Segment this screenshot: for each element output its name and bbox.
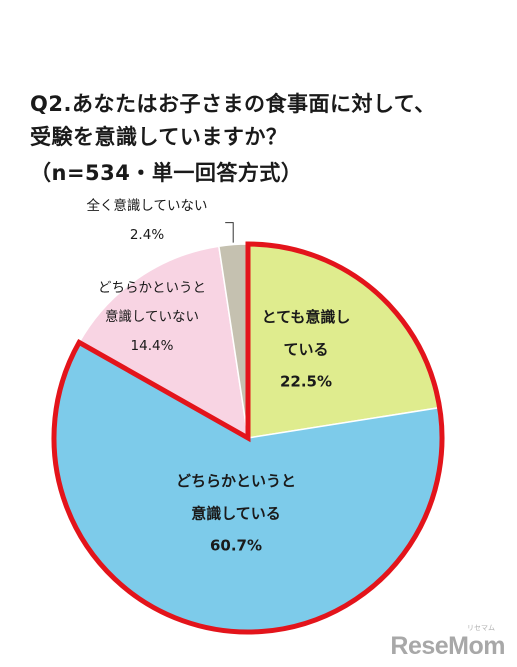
slice-somewhat-not-conscious [78,245,249,440]
chart-title-line-2: 受験を意識していますか？ [30,125,288,149]
slice-very-conscious [247,243,441,439]
slice-category-label-1-1: 意識している [191,504,281,522]
chart-title-line-3: （n=534・単一回答方式） [30,161,303,185]
leader-line [225,222,234,243]
slice-value-label-3: 2.4% [130,227,164,243]
slice-value-label-0: 22.5% [280,373,332,391]
slice-value-label-1: 60.7% [210,537,262,555]
slice-value-label-2: 14.4% [131,338,174,354]
slice-category-label-1-0: どちらかというと [176,472,296,490]
slice-category-label-2-1: 意識していない [105,308,199,325]
resemom-logo: ReseMom [390,632,505,660]
slice-category-label-0-1: ている [283,340,328,358]
chart-title-line-1: Q2.あなたはお子さまの食事面に対して、 [30,92,436,116]
highlight-outline [51,241,445,635]
slice-category-label-2-0: どちらかというと [98,280,206,296]
slice-category-label-3-0: 全く意識していない [86,197,207,214]
logo-subtext: リセマム [467,624,495,632]
slice-category-label-0-0: とても意識し [262,308,351,326]
